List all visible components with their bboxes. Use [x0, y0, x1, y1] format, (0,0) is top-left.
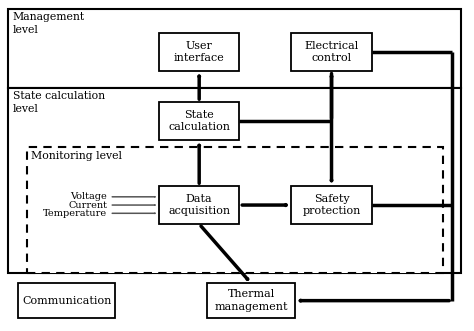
Bar	[159, 33, 239, 71]
Text: Data
acquisition: Data acquisition	[168, 194, 230, 216]
Bar	[208, 283, 295, 318]
Bar	[159, 102, 239, 140]
Text: State calculation
level: State calculation level	[12, 91, 105, 114]
Bar	[8, 9, 462, 88]
Text: User
interface: User interface	[174, 41, 225, 63]
Text: Communication: Communication	[22, 296, 111, 306]
Bar	[159, 186, 239, 224]
Bar	[292, 186, 372, 224]
Text: Electrical
control: Electrical control	[304, 41, 359, 63]
Text: Current: Current	[68, 201, 107, 210]
Text: Safety
protection: Safety protection	[302, 194, 361, 216]
Text: State
calculation: State calculation	[168, 110, 230, 132]
Text: Thermal
management: Thermal management	[214, 289, 288, 312]
Bar	[18, 283, 115, 318]
Text: Management
level: Management level	[12, 12, 85, 35]
Bar	[292, 33, 372, 71]
Text: Monitoring level: Monitoring level	[31, 151, 122, 161]
Text: Voltage: Voltage	[70, 192, 107, 201]
Text: Temperature: Temperature	[43, 209, 107, 218]
Bar	[8, 88, 462, 273]
Bar	[27, 147, 443, 273]
